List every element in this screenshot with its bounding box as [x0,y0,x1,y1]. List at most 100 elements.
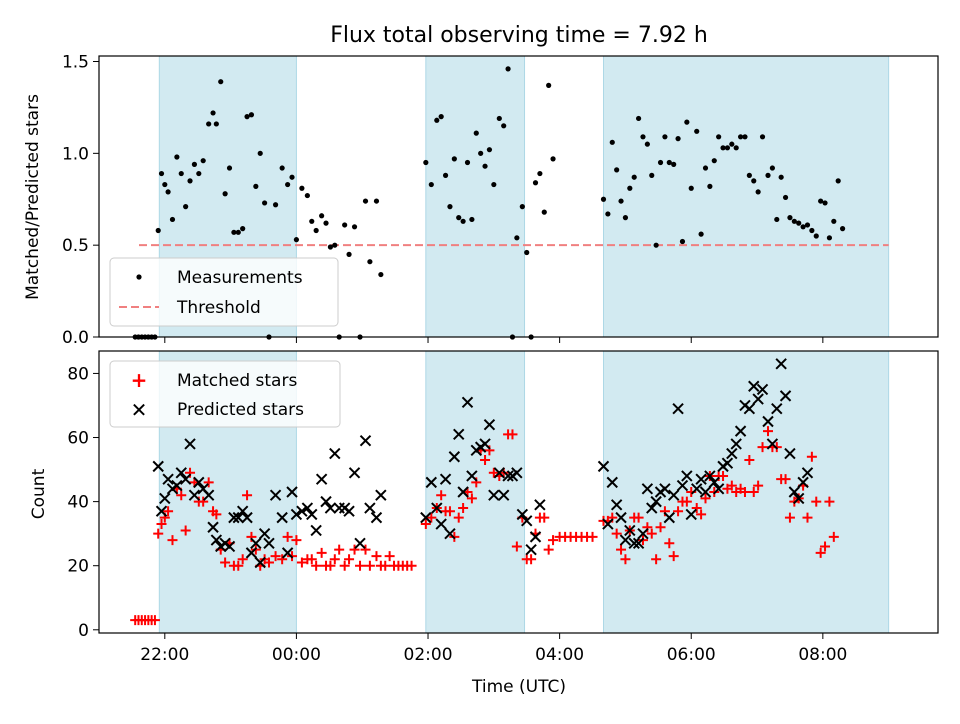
measurement-point [285,181,291,188]
matched-point [220,557,231,568]
predicted-point [663,511,676,524]
x-tick-label: 22:00 [140,645,189,665]
predicted-point [250,537,262,549]
matched-point [507,429,518,440]
predicted-point [193,476,205,489]
predicted-point [457,486,469,498]
predicted-point [488,489,500,501]
predicted-point [752,393,764,405]
measurement-point [191,161,198,167]
predicted-point [685,508,697,521]
matched-point [176,490,187,501]
legend-matched-label: Matched stars [177,371,297,391]
y-tick-label: 1.5 [62,53,89,73]
matched-point [233,560,244,571]
predicted-point [511,467,523,479]
y-tick-label: 20 [67,557,89,577]
matched-point [153,528,164,539]
matched-point [611,528,622,539]
measurement-point [222,191,228,197]
predicted-point [152,460,164,473]
predicted-point [420,511,432,524]
measurement-point [174,154,180,160]
predicted-point [359,435,372,447]
matched-point [349,544,360,555]
predicted-point [281,547,294,559]
x-tick-label: 06:00 [667,645,716,665]
matched-point [282,531,293,542]
matched-point [655,522,666,533]
predicted-point [529,531,542,543]
measurement-point [835,178,841,184]
predicted-point [263,537,275,549]
predicted-point [610,499,623,511]
predicted-point [699,486,712,498]
predicted-point [516,508,529,521]
measurement-point [434,117,440,123]
matched-point [651,554,662,565]
matched-point [526,554,537,565]
measurement-point [600,196,607,202]
predicted-point [466,470,478,482]
measurement-point [657,159,664,166]
matched-point [780,474,791,485]
matched-point [539,512,550,523]
matched-point [646,528,657,539]
predicted-point [241,511,253,524]
matched-point [784,512,795,523]
measurement-point [210,110,216,116]
predicted-point [453,428,465,441]
bottom-legend: + Matched stars ✕ Predicted stars [109,360,341,428]
measurement-point [791,218,797,224]
measurement-point [716,134,722,140]
measurement-point [769,165,775,171]
top-plot-frame [98,55,939,338]
matched-point [211,509,222,520]
predicted-point [324,502,337,514]
predicted-point [306,508,318,521]
measurement-point [309,218,315,224]
legend-measurements-label: Measurements [177,268,303,288]
matched-point [316,547,327,558]
measurement-point [248,112,255,118]
predicted-point [708,476,720,489]
measurement-point [240,226,246,232]
measurement-point [460,218,466,224]
predicted-point [641,483,654,495]
measurement-point [618,198,624,204]
predicted-point [435,518,447,530]
matched-point [167,535,178,546]
x-tick-label: 02:00 [404,645,453,665]
predicted-point [461,396,474,408]
predicted-point [667,489,680,501]
bottom-panel: 0 20 40 60 80 22:00 00:00 02:00 04:00 06:00 08:00… [29,350,939,697]
measurement-point [323,220,329,226]
predicted-point [210,534,223,546]
measurement-point [373,198,380,204]
matched-point [311,560,322,571]
measurement-point [169,216,176,223]
legend-measurement-marker [136,274,142,280]
measurement-point [524,249,530,256]
measurement-point [631,174,637,180]
predicted-point [619,534,632,546]
measurement-point [702,165,709,171]
measurement-point [279,165,285,171]
matched-point [237,554,248,565]
matched-point [748,487,759,497]
measurement-point [546,82,552,88]
measurement-point [627,185,633,191]
predicted-point [650,495,662,508]
measurement-point [640,134,646,140]
measurement-point [304,192,310,199]
measurement-point [428,181,434,188]
legend-threshold-label: Threshold [176,298,261,318]
predicted-point [184,438,196,450]
y-tick-label: 80 [67,364,89,384]
predicted-point [479,438,491,450]
matched-point [364,560,375,571]
predicted-point [659,483,671,495]
matched-point [753,480,764,491]
measurement-point [671,161,677,167]
matched-point [380,560,391,571]
